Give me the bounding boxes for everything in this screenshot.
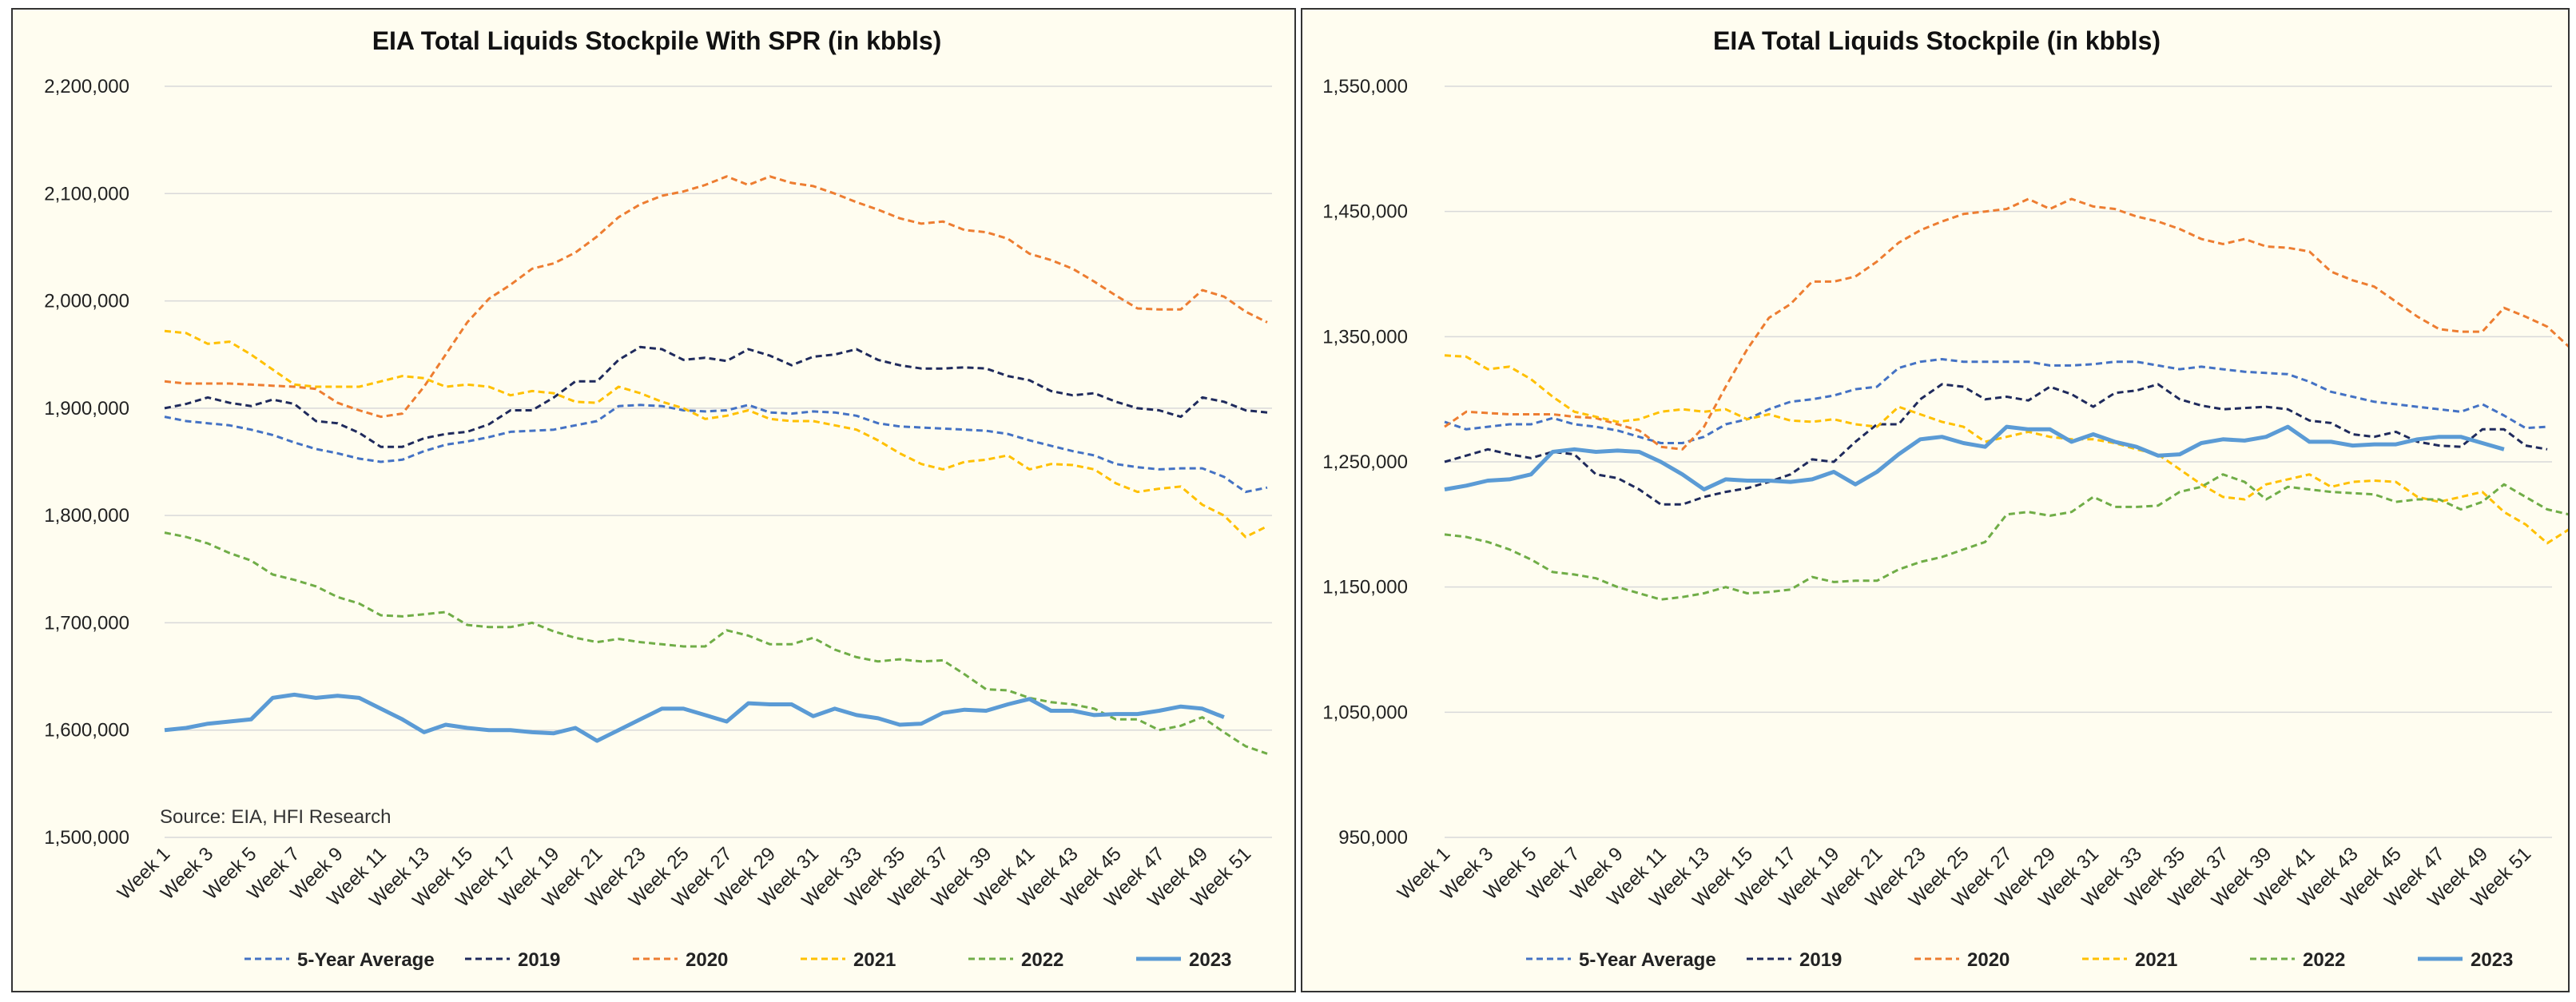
series-line-5-year-average [1444,358,2548,444]
legend-label: 2022 [1021,949,1063,971]
y-tick-label: 1,050,000 [1322,702,1408,723]
legend-item: 5-Year Average [244,949,435,971]
chart-title: EIA Total Liquids Stockpile With SPR (in… [372,26,942,55]
y-tick-label: 1,350,000 [1322,326,1408,348]
series-line-5-year-average [164,404,1268,494]
legend-label: 5-Year Average [1579,949,1716,971]
y-tick-label: 1,450,000 [1322,201,1408,223]
legend-item: 2022 [968,949,1063,971]
legend-label: 2022 [2303,949,2345,971]
legend-item: 2022 [2250,949,2345,971]
legend-item: 2021 [2082,949,2177,971]
legend-label: 2021 [853,949,896,971]
series-line-2021 [164,329,1268,539]
legend-label: 2020 [686,949,728,971]
legend-item: 2020 [1914,949,2010,971]
y-tick-label: 1,500,000 [44,827,129,849]
series-line-2019 [1444,383,2548,506]
source-note: Source: EIA, HFI Research [160,806,391,828]
chart-panel-with-spr: EIA Total Liquids Stockpile With SPR (in… [11,8,1296,992]
y-tick-label: 1,900,000 [44,398,129,419]
legend-item: 2019 [1747,949,1842,971]
chart-with-spr: EIA Total Liquids Stockpile With SPR (in… [44,26,1272,971]
y-tick-label: 1,800,000 [44,505,129,527]
y-tick-label: 1,150,000 [1322,577,1408,598]
legend-label: 2021 [2135,949,2177,971]
legend-item: 2023 [1136,949,1231,971]
legend-item: 2023 [2418,949,2513,971]
y-tick-label: 2,100,000 [44,183,129,205]
legend-item: 5-Year Average [1526,949,1716,971]
series-line-2020 [1444,197,2568,451]
series-line-2020 [164,175,1268,419]
y-tick-label: 950,000 [1338,827,1408,849]
legend-label: 2019 [1799,949,1842,971]
legend-label: 2019 [518,949,560,971]
y-tick-label: 2,000,000 [44,291,129,312]
legend-item: 2019 [465,949,560,971]
series-line-2022 [164,531,1268,755]
legend-label: 2020 [1967,949,2010,971]
series-line-2022 [1444,473,2568,601]
legend-label: 5-Year Average [297,949,435,971]
y-tick-label: 1,250,000 [1322,451,1408,473]
y-tick-label: 1,600,000 [44,720,129,742]
y-tick-label: 2,200,000 [44,76,129,97]
legend-label: 2023 [1189,949,1231,971]
series-line-2021 [1444,354,2568,545]
series-line-2023 [164,692,1225,743]
legend-item: 2020 [633,949,728,971]
series-line-2023 [1444,424,2505,491]
legend-item: 2021 [801,949,896,971]
chart-panel-total-liquids: EIA Total Liquids Stockpile (in kbbls) 95… [1301,8,2570,992]
legend-label: 2023 [2471,949,2513,971]
chart-total-liquids: EIA Total Liquids Stockpile (in kbbls) 95… [1322,26,2568,971]
y-tick-label: 1,700,000 [44,612,129,634]
chart-title: EIA Total Liquids Stockpile (in kbbls) [1713,26,2161,55]
y-tick-label: 1,550,000 [1322,76,1408,97]
